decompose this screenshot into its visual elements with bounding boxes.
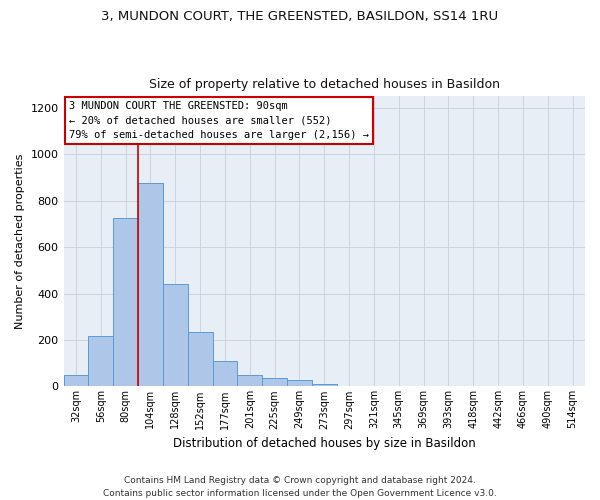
Bar	[163, 284, 188, 386]
Bar	[312, 384, 337, 386]
Bar	[88, 336, 113, 386]
Bar	[287, 380, 312, 386]
Title: Size of property relative to detached houses in Basildon: Size of property relative to detached ho…	[149, 78, 500, 91]
Text: 3 MUNDON COURT THE GREENSTED: 90sqm
← 20% of detached houses are smaller (552)
7: 3 MUNDON COURT THE GREENSTED: 90sqm ← 20…	[69, 100, 369, 140]
Bar	[138, 184, 163, 386]
Bar	[188, 332, 212, 386]
Bar	[262, 378, 287, 386]
Bar	[64, 375, 88, 386]
Text: 3, MUNDON COURT, THE GREENSTED, BASILDON, SS14 1RU: 3, MUNDON COURT, THE GREENSTED, BASILDON…	[101, 10, 499, 23]
Bar	[238, 376, 262, 386]
Y-axis label: Number of detached properties: Number of detached properties	[15, 154, 25, 329]
Text: Contains HM Land Registry data © Crown copyright and database right 2024.
Contai: Contains HM Land Registry data © Crown c…	[103, 476, 497, 498]
X-axis label: Distribution of detached houses by size in Basildon: Distribution of detached houses by size …	[173, 437, 476, 450]
Bar	[113, 218, 138, 386]
Bar	[212, 361, 238, 386]
